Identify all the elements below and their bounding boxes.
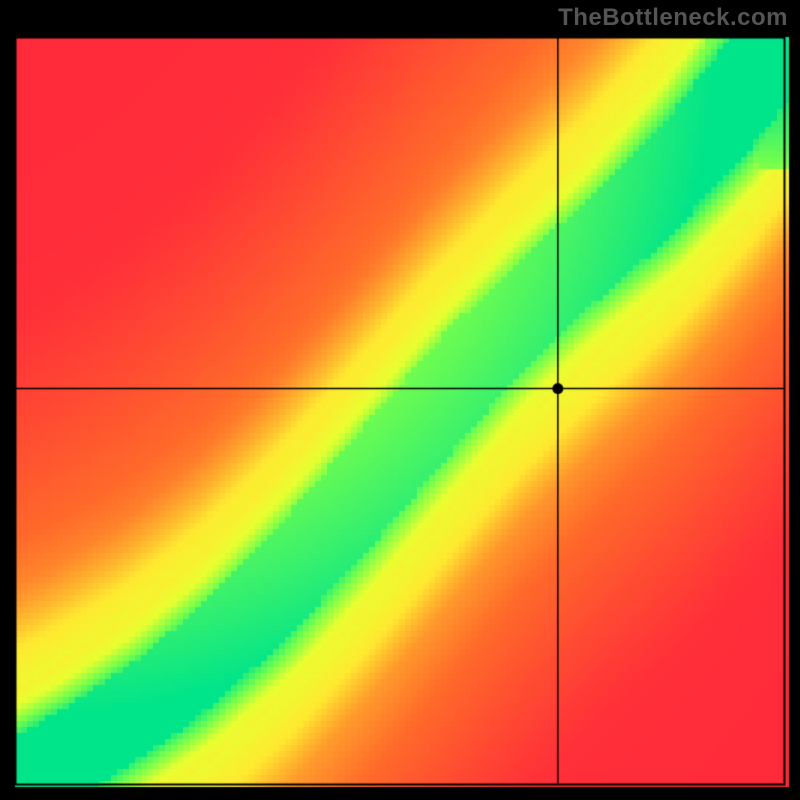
heatmap-canvas bbox=[0, 0, 800, 800]
watermark-text: TheBottleneck.com bbox=[558, 4, 788, 32]
